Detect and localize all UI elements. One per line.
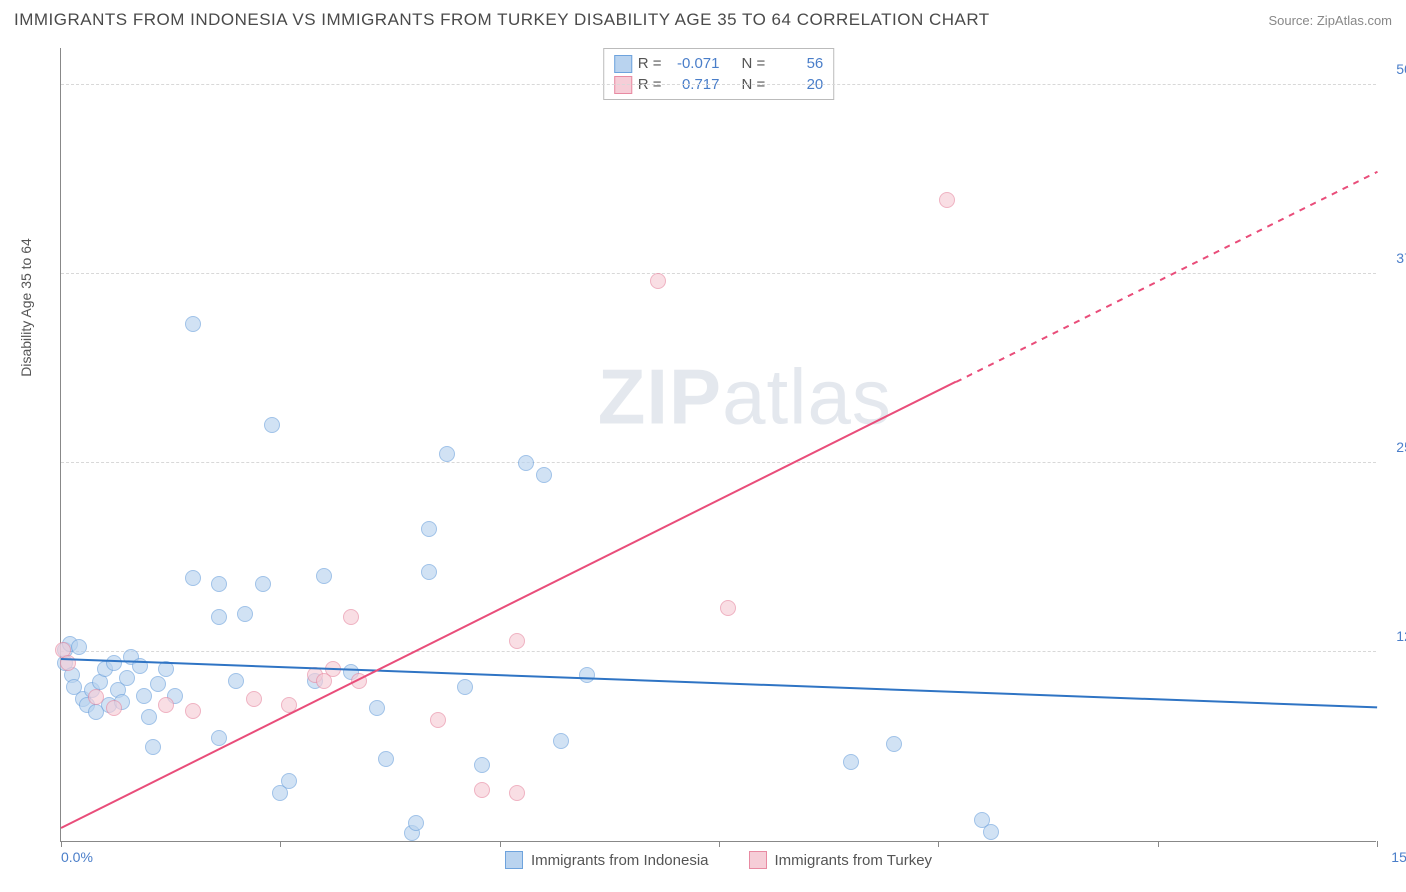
r-label: R = — [638, 53, 662, 74]
data-point — [408, 815, 424, 831]
data-point — [246, 691, 262, 707]
data-point — [509, 785, 525, 801]
legend-label: Immigrants from Indonesia — [531, 852, 709, 869]
data-point — [316, 568, 332, 584]
data-point — [720, 600, 736, 616]
x-tick-label: 15.0% — [1376, 849, 1406, 865]
data-point — [141, 709, 157, 725]
data-point — [255, 576, 271, 592]
x-tick-mark — [280, 841, 281, 847]
series-legend: Immigrants from Indonesia Immigrants from… — [61, 851, 1376, 869]
data-point — [119, 670, 135, 686]
chart-title: IMMIGRANTS FROM INDONESIA VS IMMIGRANTS … — [14, 10, 990, 30]
data-point — [71, 639, 87, 655]
x-tick-label: 0.0% — [61, 849, 93, 865]
data-point — [553, 733, 569, 749]
data-point — [430, 712, 446, 728]
data-point — [457, 679, 473, 695]
data-point — [886, 736, 902, 752]
legend-swatch — [614, 55, 632, 73]
r-value: -0.071 — [668, 53, 720, 74]
legend-row: R = -0.071 N =56 — [614, 53, 824, 74]
data-point — [343, 609, 359, 625]
data-point — [650, 273, 666, 289]
chart-plot-area: ZIPatlas R =-0.071N =56R =0.717N =20 Imm… — [60, 48, 1376, 842]
gridline-h — [61, 84, 1376, 85]
n-value: 56 — [771, 53, 823, 74]
data-point — [136, 688, 152, 704]
trend-line — [61, 381, 957, 829]
data-point — [421, 564, 437, 580]
y-tick-label: 37.5% — [1381, 250, 1406, 266]
legend-swatch — [505, 851, 523, 869]
data-point — [228, 673, 244, 689]
y-axis-label: Disability Age 35 to 64 — [18, 238, 34, 377]
x-tick-mark — [500, 841, 501, 847]
data-point — [474, 757, 490, 773]
data-point — [281, 773, 297, 789]
data-point — [211, 730, 227, 746]
data-point — [145, 739, 161, 755]
data-point — [509, 633, 525, 649]
correlation-legend: R =-0.071N =56R =0.717N =20 — [603, 48, 835, 100]
data-point — [185, 703, 201, 719]
data-point — [88, 689, 104, 705]
data-point — [579, 667, 595, 683]
data-point — [106, 700, 122, 716]
data-point — [264, 417, 280, 433]
n-label: N = — [742, 53, 766, 74]
data-point — [983, 824, 999, 840]
x-tick-mark — [1377, 841, 1378, 847]
legend-item: Immigrants from Indonesia — [505, 851, 709, 869]
data-point — [378, 751, 394, 767]
gridline-h — [61, 651, 1376, 652]
data-point — [474, 782, 490, 798]
watermark: ZIPatlas — [598, 351, 892, 442]
data-point — [518, 455, 534, 471]
x-tick-mark — [938, 841, 939, 847]
data-point — [60, 655, 76, 671]
x-tick-mark — [719, 841, 720, 847]
data-point — [439, 446, 455, 462]
data-point — [211, 576, 227, 592]
data-point — [939, 192, 955, 208]
data-point — [843, 754, 859, 770]
legend-swatch — [749, 851, 767, 869]
source-label: Source: ZipAtlas.com — [1268, 13, 1392, 28]
data-point — [158, 697, 174, 713]
gridline-h — [61, 462, 1376, 463]
y-tick-label: 50.0% — [1381, 61, 1406, 77]
data-point — [237, 606, 253, 622]
x-tick-mark — [61, 841, 62, 847]
data-point — [369, 700, 385, 716]
x-tick-mark — [1158, 841, 1159, 847]
y-tick-label: 12.5% — [1381, 628, 1406, 644]
data-point — [106, 655, 122, 671]
data-point — [92, 674, 108, 690]
data-point — [211, 609, 227, 625]
y-tick-label: 25.0% — [1381, 439, 1406, 455]
data-point — [185, 570, 201, 586]
data-point — [150, 676, 166, 692]
gridline-h — [61, 273, 1376, 274]
data-point — [536, 467, 552, 483]
legend-item: Immigrants from Turkey — [749, 851, 933, 869]
trend-line — [955, 171, 1377, 383]
data-point — [185, 316, 201, 332]
data-point — [421, 521, 437, 537]
legend-label: Immigrants from Turkey — [775, 852, 933, 869]
